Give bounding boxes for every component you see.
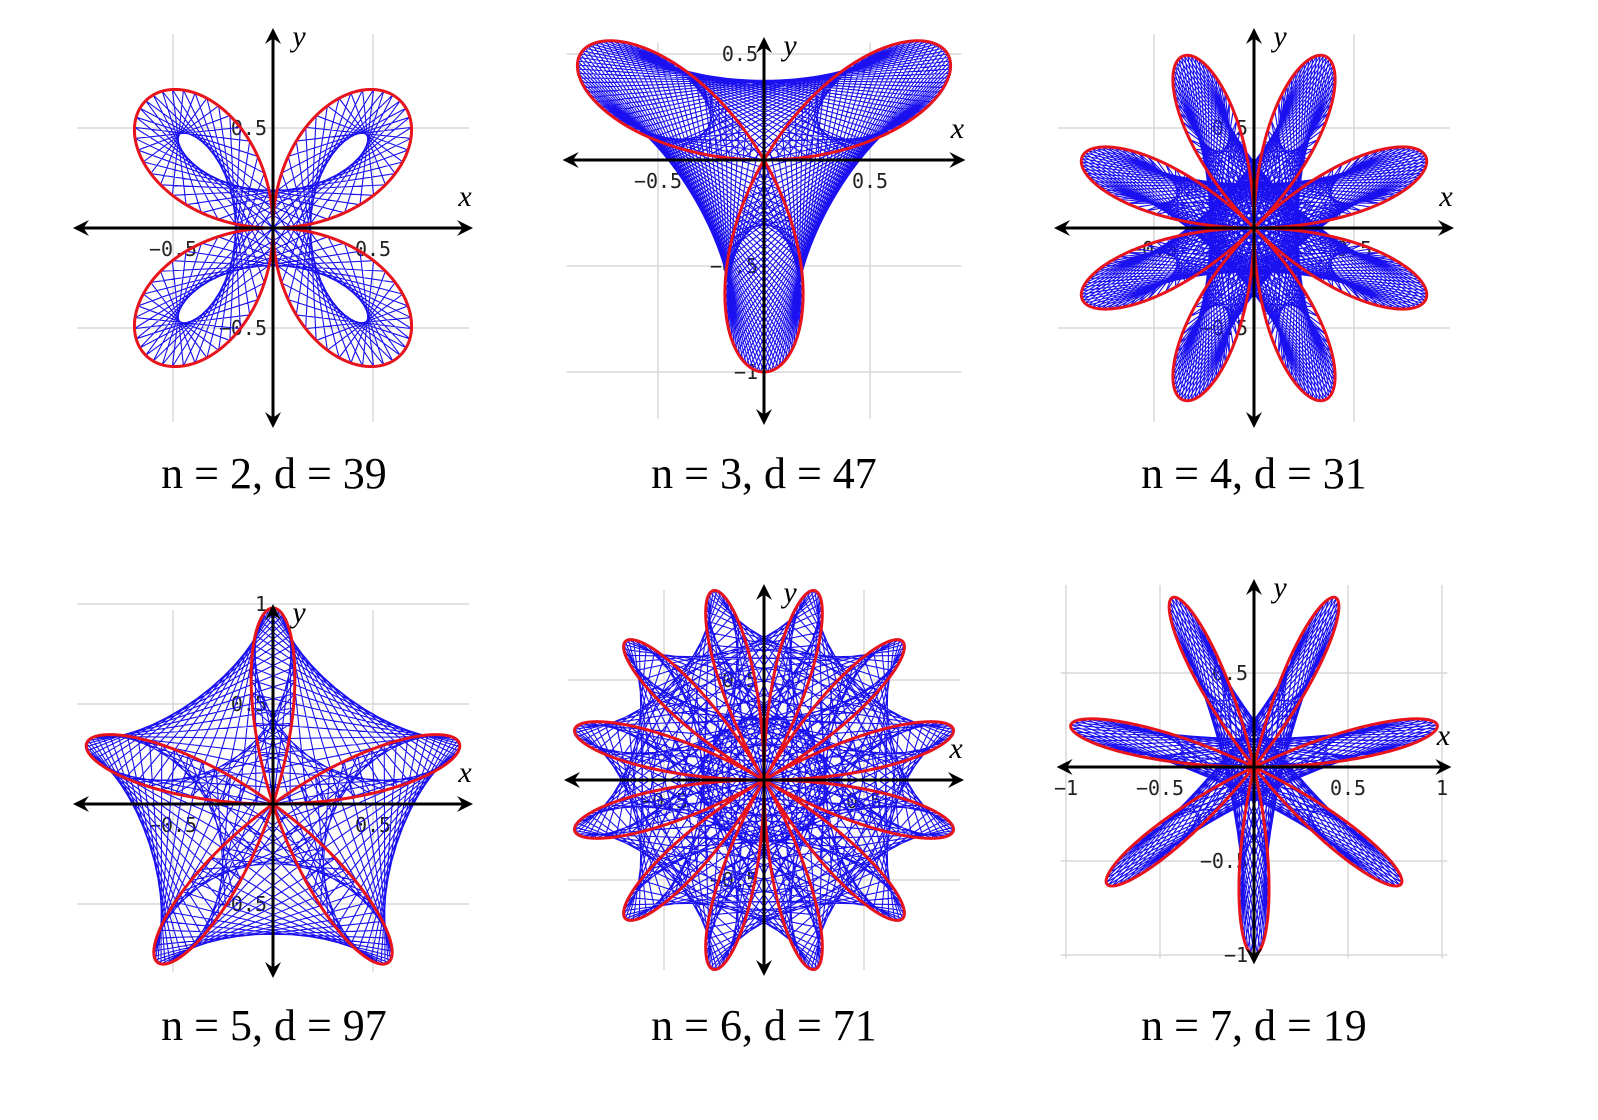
x-axis-arrow-right (948, 772, 964, 788)
caption-panel-6: n = 7, d = 19 (1141, 1001, 1367, 1050)
x-tick-label: 0.5 (852, 169, 888, 193)
x-axis-arrow-left (73, 220, 89, 236)
y-axis-name: y (780, 29, 797, 62)
y-axis-arrow-up (265, 28, 281, 44)
x-axis-arrow-right (1438, 220, 1454, 236)
panel-n4-d31: −0.5 0.5 0.5 −0.5 x y (1020, 20, 1490, 440)
x-axis-name: x (950, 112, 965, 145)
y-axis-arrow-up (756, 37, 772, 54)
y-axis-arrow-down (265, 412, 281, 428)
panel-n7-d19: −1 −0.5 0.5 1 0.5 −0.5 −1 x y (1020, 570, 1490, 990)
plot-svg: −1 −0.5 0.5 10.5−0.5−1xy (1054, 571, 1452, 967)
y-tick-label: −0.5 (219, 316, 267, 340)
x-axis-arrow-left (1054, 220, 1070, 236)
axes: xy (1054, 20, 1454, 428)
y-tick-label: −1 (1224, 943, 1248, 967)
caption-panel-2: n = 3, d = 47 (651, 449, 877, 498)
caption-panel-3: n = 4, d = 31 (1141, 449, 1367, 498)
x-axis-name: x (1436, 719, 1451, 752)
x-axis-arrow-right (457, 220, 473, 236)
x-axis-arrow-left (73, 796, 89, 812)
axes: xy (1056, 571, 1452, 965)
axes: xy (564, 576, 964, 976)
y-axis-name: y (780, 576, 797, 609)
y-tick-label: 1 (255, 592, 267, 616)
x-tick-label: −0.5 (1136, 776, 1184, 800)
plot-svg: −0.5 0.50.5−0.5xy (564, 576, 964, 976)
plot-svg: −0.5 0.50.5−0.5−1xy (562, 29, 966, 425)
x-axis-arrow-left (1056, 759, 1073, 775)
tick-labels: −1 −0.5 0.5 10.5−0.5−1 (1054, 661, 1448, 967)
x-tick-label: −1 (1054, 776, 1078, 800)
caption-panel-1: n = 2, d = 39 (161, 449, 387, 498)
x-axis-arrow-right (1435, 759, 1452, 775)
caption-panel-5: n = 6, d = 71 (651, 1001, 877, 1050)
x-axis-name: x (1438, 180, 1453, 213)
tick-labels: −0.5 0.50.5−0.5−1 (634, 42, 888, 384)
panel-n6-d71: −0.5 0.5 0.5 −0.5 x y (530, 570, 1000, 990)
x-axis-arrow-left (564, 772, 580, 788)
x-tick-label: 0.5 (1330, 776, 1366, 800)
x-axis-arrow-right (949, 152, 966, 168)
x-tick-label: 1 (1436, 776, 1448, 800)
y-axis-arrow-up (1246, 28, 1262, 44)
panel-n2-d39: −0.5 0.5 0.5 −0.5 x y (40, 20, 510, 440)
y-axis-arrow-up (265, 604, 281, 620)
axes: xy (562, 29, 966, 425)
x-axis-name: x (457, 756, 472, 789)
y-axis-arrow-down (756, 960, 772, 976)
y-axis-arrow-down (756, 409, 772, 425)
y-tick-label: 0.5 (722, 42, 758, 66)
axes: xy (73, 596, 473, 978)
plot-svg: −0.5 0.510.5−0.5xy (73, 592, 473, 978)
x-axis-name: x (457, 180, 472, 213)
x-axis-arrow-right (457, 796, 473, 812)
panel-n5-d97: −0.5 0.5 1 0.5 −0.5 x y (40, 570, 510, 990)
x-axis-name: x (948, 732, 963, 765)
y-axis-arrow-down (1246, 412, 1262, 428)
panel-n3-d47: −0.5 0.5 0.5 −0.5 −1 x y (530, 20, 1000, 440)
y-axis-arrow-up (1246, 579, 1262, 595)
plot-svg: −0.5 0.50.5−0.5xy (73, 20, 473, 428)
y-axis-name: y (289, 596, 306, 629)
caption-panel-4: n = 5, d = 97 (161, 1001, 387, 1050)
x-axis-arrow-left (562, 152, 579, 168)
plot-svg: −0.5 0.50.5−0.5xy (1054, 20, 1454, 428)
y-axis-name: y (289, 20, 306, 53)
y-axis-name: y (1270, 20, 1287, 53)
axes: xy (73, 20, 473, 428)
y-axis-arrow-up (756, 584, 772, 600)
y-axis-arrow-down (265, 962, 281, 978)
y-axis-arrow-down (1246, 948, 1262, 965)
y-axis-name: y (1270, 571, 1287, 604)
x-tick-label: −0.5 (634, 169, 682, 193)
